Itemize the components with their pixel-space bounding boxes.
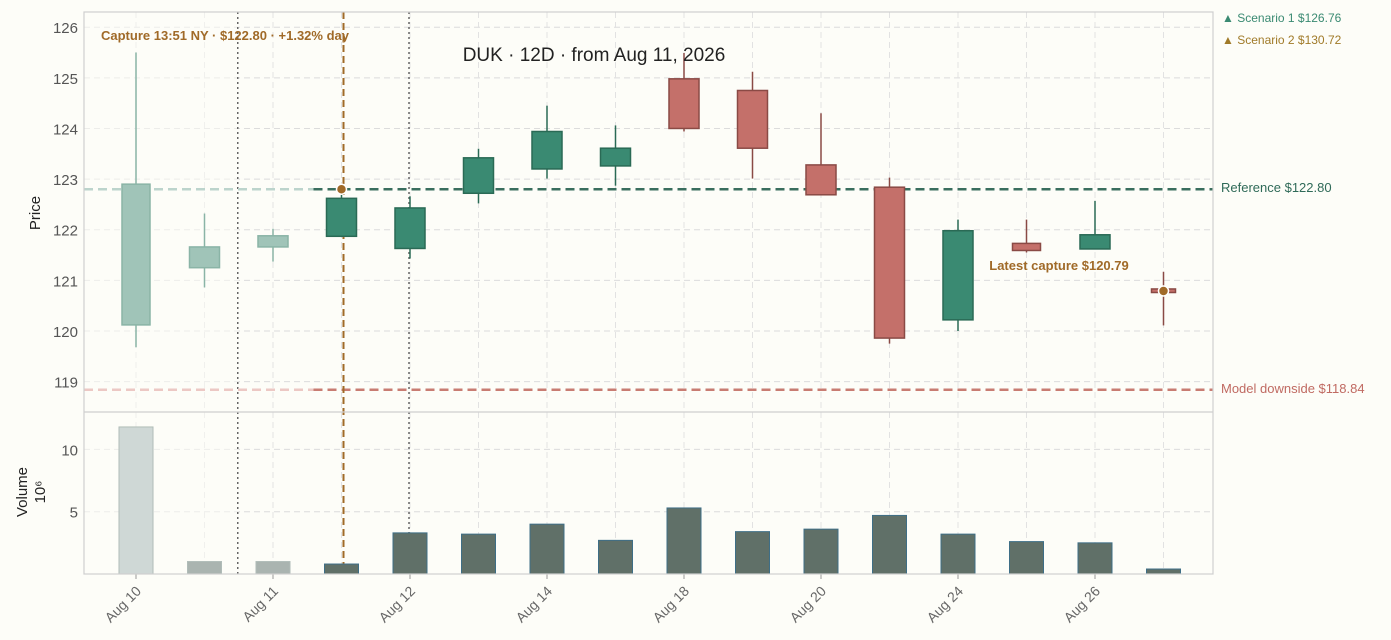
candle-body (599, 147, 632, 167)
candle-body (531, 130, 563, 170)
plot-frame (83, 11, 1214, 575)
candle-body (325, 197, 358, 238)
volume-bar (598, 539, 633, 575)
x-tick-label: Aug 24 (923, 583, 966, 626)
x-tick-label: Aug 11 (239, 583, 281, 625)
candle-body (394, 207, 426, 250)
candle-body (805, 164, 837, 196)
x-tick-label: Aug 14 (512, 583, 555, 626)
volume-bar (1077, 542, 1113, 575)
volume-axis-label: Volume (14, 467, 31, 517)
price-axis-label: Price (27, 196, 44, 230)
volume-bar (666, 507, 702, 575)
latest-capture-label: Latest capture $120.79 (989, 258, 1128, 273)
volume-bar (872, 514, 907, 575)
level-lines (84, 12, 1213, 574)
volume-bar (392, 532, 428, 575)
x-tick-label: Aug 18 (649, 583, 692, 626)
reference-line-label: Reference $122.80 (1221, 180, 1332, 195)
price-tick-label: 125 (53, 71, 78, 88)
volume-bar (1009, 541, 1044, 575)
scenario-2-label: ▲ Scenario 2 $130.72 (1222, 33, 1342, 47)
candle-body (121, 183, 151, 326)
capture-label: Capture 13:51 NY · $122.80 · +1.32% day (101, 28, 350, 43)
candles (121, 52, 1177, 348)
x-tick-label: Aug 20 (786, 583, 829, 626)
candle-body (462, 157, 495, 195)
volume-bar (461, 533, 496, 575)
candle-body (188, 246, 221, 269)
price-tick-label: 120 (53, 324, 78, 341)
volume-tick-label: 10 (61, 442, 78, 459)
context-shade (84, 12, 239, 574)
context-band (84, 12, 239, 574)
price-tick-label: 123 (53, 172, 78, 189)
volume-bar (529, 523, 565, 575)
price-tick-label: 124 (53, 121, 78, 138)
price-tick-label: 121 (53, 273, 78, 290)
x-tick-label: Aug 12 (375, 583, 418, 626)
volume-bar (735, 531, 770, 575)
capture-marker (335, 183, 348, 195)
chart-title: DUK · 12D · from Aug 11, 2026 (463, 45, 726, 66)
latest-capture-marker (1157, 285, 1170, 297)
candle-body (668, 78, 700, 130)
x-tick-label: Aug 10 (101, 583, 144, 626)
volume-bars (118, 426, 1181, 575)
volume-bar (255, 561, 291, 575)
volume-bar (1146, 568, 1181, 575)
candle-body (942, 229, 974, 321)
volume-bar (118, 426, 154, 575)
candle-body (1079, 234, 1111, 250)
price-tick-label: 122 (53, 223, 78, 240)
price-tick-label: 119 (54, 375, 78, 392)
grid (84, 12, 1213, 574)
scenario-1-label: ▲ Scenario 1 $126.76 (1222, 11, 1342, 25)
candle-body (873, 186, 906, 339)
candle-body (736, 89, 769, 149)
volume-bar (803, 528, 839, 575)
volume-unit-label: 10⁶ (32, 481, 49, 504)
candle-body (257, 235, 289, 248)
downside-line-label: Model downside $118.84 (1221, 381, 1365, 396)
volume-bar (324, 563, 359, 575)
price-tick-label: 126 (53, 20, 78, 37)
volume-tick-label: 5 (70, 505, 78, 522)
volume-bar (187, 561, 222, 575)
volume-bar (940, 533, 976, 575)
candle-body (1011, 242, 1042, 252)
x-tick-label: Aug 26 (1060, 583, 1103, 626)
